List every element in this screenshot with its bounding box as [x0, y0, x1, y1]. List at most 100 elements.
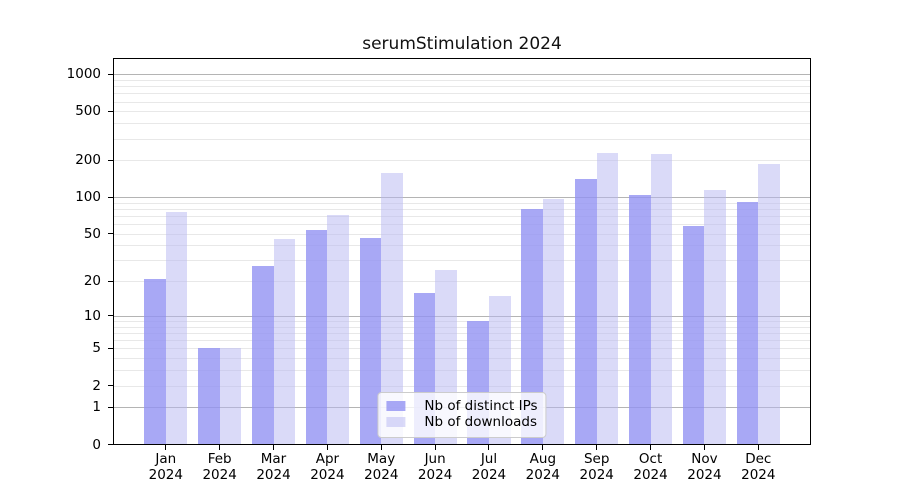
gridline-minor	[114, 348, 810, 350]
x-tick-mark	[434, 445, 436, 450]
gridline-minor	[114, 340, 810, 342]
gridline-minor	[114, 260, 810, 262]
x-tick-label: Jul 2024	[459, 451, 519, 483]
x-tick-year: 2024	[148, 466, 183, 483]
bar	[736, 201, 759, 444]
gridline-minor	[114, 281, 810, 283]
x-tick-label: Jan 2024	[136, 451, 196, 483]
y-tick-mark	[108, 315, 113, 317]
gridline-minor	[114, 101, 810, 103]
bar	[596, 152, 619, 444]
x-tick-month: Apr	[315, 451, 340, 467]
y-tick-label: 50	[83, 225, 101, 242]
y-tick-label: 0	[92, 436, 101, 453]
x-tick-year: 2024	[417, 466, 453, 483]
x-tick-label: Mar 2024	[244, 451, 304, 483]
gridline-minor	[114, 326, 810, 328]
y-tick-mark	[108, 280, 113, 282]
x-tick-mark	[273, 445, 275, 450]
gridlines-layer	[114, 59, 810, 444]
y-tick-mark	[108, 233, 113, 235]
gridline-minor	[114, 233, 810, 235]
bar	[650, 154, 673, 444]
x-tick-mark	[757, 445, 759, 450]
x-tick-month: Feb	[207, 451, 232, 467]
legend-label-downloads: Nb of downloads	[424, 414, 537, 430]
x-tick-label: May 2024	[351, 451, 411, 483]
x-tick-label: Apr 2024	[297, 451, 357, 483]
x-tick-mark	[165, 445, 167, 450]
x-tick-year: 2024	[256, 466, 291, 483]
x-tick-label: Feb 2024	[190, 451, 250, 483]
gridline-minor	[114, 93, 810, 95]
x-tick-year: 2024	[310, 466, 345, 483]
gridline-minor	[114, 385, 810, 387]
y-tick-mark	[108, 110, 113, 112]
y-tick-mark	[108, 385, 113, 387]
x-tick-mark	[650, 445, 652, 450]
bar	[704, 190, 727, 444]
gridline-minor	[114, 321, 810, 323]
x-tick-year: 2024	[633, 466, 668, 483]
gridline-minor	[114, 86, 810, 88]
x-tick-year: 2024	[579, 466, 614, 483]
bar	[251, 265, 274, 444]
bar	[219, 348, 242, 444]
x-tick-mark	[488, 445, 490, 450]
x-tick-month: Aug	[529, 451, 557, 467]
x-tick-month: Dec	[745, 451, 772, 467]
bar	[359, 238, 382, 444]
bar	[758, 163, 780, 444]
y-tick-mark	[108, 196, 113, 198]
gridline-minor	[114, 333, 810, 335]
bar	[682, 225, 705, 444]
plot-area	[113, 58, 811, 445]
gridline-minor	[114, 111, 810, 113]
y-tick-label: 1	[92, 399, 101, 416]
legend-swatch-downloads	[386, 417, 406, 427]
bar	[521, 208, 543, 444]
x-tick-label: Oct 2024	[621, 451, 681, 483]
bar	[381, 172, 403, 444]
x-tick-month: Nov	[691, 451, 718, 467]
gridline-minor	[114, 202, 810, 204]
x-tick-month: Oct	[638, 451, 663, 467]
x-tick-mark	[542, 445, 544, 450]
legend-label-distinct-ips: Nb of distinct IPs	[424, 398, 538, 414]
bar	[575, 179, 597, 444]
legend-item-downloads: Nb of downloads	[386, 414, 537, 430]
x-tick-year: 2024	[471, 466, 507, 483]
bar	[542, 198, 565, 444]
x-tick-label: Nov 2024	[674, 451, 734, 483]
y-tick-label: 500	[75, 103, 101, 120]
y-tick-label: 200	[75, 152, 101, 169]
gridline-minor	[114, 216, 810, 218]
gridline-major	[114, 74, 810, 76]
bars-layer	[114, 59, 810, 444]
x-tick-year: 2024	[364, 466, 399, 483]
bar	[327, 214, 349, 444]
x-tick-year: 2024	[525, 466, 561, 483]
y-tick-mark	[108, 444, 113, 445]
gridline-minor	[114, 79, 810, 81]
x-tick-label: Dec 2024	[728, 451, 788, 483]
gridline-minor	[114, 208, 810, 210]
bar	[273, 239, 296, 444]
x-tick-label: Aug 2024	[513, 451, 573, 483]
x-tick-month: Jun	[424, 451, 446, 467]
y-tick-label: 1000	[66, 66, 101, 83]
gridline-minor	[114, 245, 810, 247]
x-tick-month: Sep	[583, 451, 610, 467]
y-tick-label: 10	[83, 307, 101, 324]
y-tick-label: 20	[83, 273, 101, 290]
gridline-minor	[114, 224, 810, 226]
legend-swatch-distinct-ips	[386, 401, 406, 411]
legend: Nb of distinct IPs Nb of downloads	[377, 392, 547, 438]
chart-title: serumStimulation 2024	[362, 34, 562, 54]
bar	[198, 348, 220, 444]
x-tick-mark	[219, 445, 221, 450]
x-tick-mark	[380, 445, 382, 450]
x-tick-mark	[326, 445, 328, 450]
bar	[628, 194, 651, 444]
